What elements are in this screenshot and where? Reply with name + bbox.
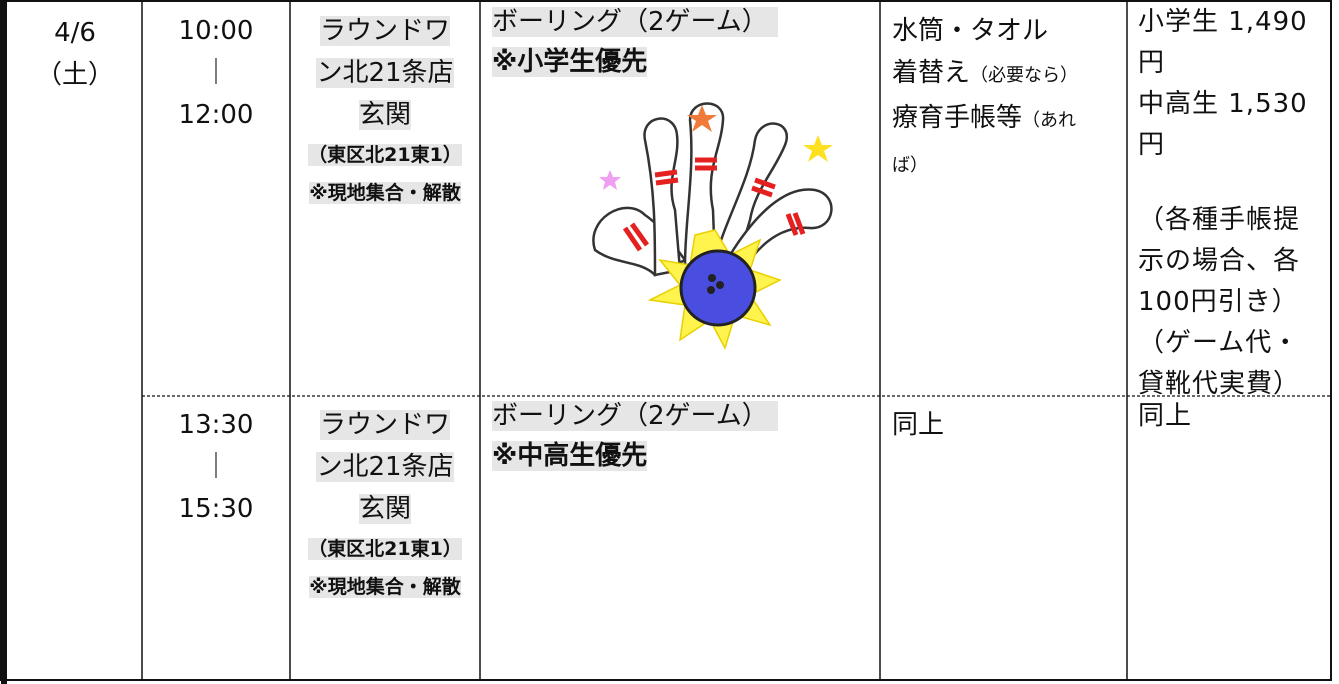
place-name-wrap: ラウンドワン北21条店 xyxy=(309,404,461,488)
belonging-note: （あれば） xyxy=(892,110,1077,176)
place-spot-wrap: 玄関 xyxy=(290,94,480,136)
activity-cell: ボーリング（2ゲーム） ※小学生優先 xyxy=(492,2,872,82)
activity-priority-wrap: ※小学生優先 xyxy=(492,42,872,82)
time-start: 10:00 xyxy=(178,16,254,46)
fee-cell: 同上 xyxy=(1138,396,1324,437)
fee-line: （ゲーム代・貸靴代実費） xyxy=(1138,328,1301,399)
place-address-wrap: （東区北21東1） xyxy=(290,530,480,568)
activity-name-wrap: ボーリング（2ゲーム） xyxy=(492,396,872,436)
activity-priority-wrap: ※中高生優先 xyxy=(492,436,872,476)
time-cell: 13:30 ｜ 15:30 xyxy=(142,404,290,530)
place-cell: ラウンドワン北21条店玄関 （東区北21東1） ※現地集合・解散 xyxy=(290,10,480,212)
place-name-wrap: ラウンドワン北21条店 xyxy=(309,10,461,94)
fee-cell: 小学生 1,490円 中高生 1,530円 （各種手帳提示の場合、各100円引き） （… xyxy=(1138,2,1324,405)
belonging-item: 水筒・タオル xyxy=(892,10,1102,52)
place-name: ラウンドワン北21条店 xyxy=(316,410,454,482)
activity-name: ボーリング（2ゲーム） xyxy=(492,7,778,37)
belonging-text: 水筒・タオル xyxy=(892,16,1049,46)
belonging-item: 療育手帳等（あれば） xyxy=(892,97,1102,187)
time-sep: ｜ xyxy=(202,58,229,88)
place-address-wrap: （東区北21東1） xyxy=(290,136,480,174)
belonging-item: 着替え（必要なら） xyxy=(892,52,1102,97)
place-spot: 玄関 xyxy=(358,100,411,130)
place-note: ※現地集合・解散 xyxy=(309,576,461,598)
place-note-wrap: ※現地集合・解散 xyxy=(290,174,480,212)
fee-line: 中高生 1,530円 xyxy=(1138,89,1308,160)
place-spot: 玄関 xyxy=(358,494,411,524)
activity-priority: ※小学生優先 xyxy=(492,47,648,77)
activity-name-wrap: ボーリング（2ゲーム） xyxy=(492,2,872,42)
fee-line: 小学生 1,490円 xyxy=(1138,7,1308,78)
activity-cell: ボーリング（2ゲーム） ※中高生優先 xyxy=(492,396,872,476)
time-cell: 10:00 ｜ 12:00 xyxy=(142,10,290,136)
place-spot-wrap: 玄関 xyxy=(290,488,480,530)
place-name: ラウンドワン北21条店 xyxy=(316,16,454,88)
activity-name: ボーリング（2ゲーム） xyxy=(492,401,778,431)
place-note-wrap: ※現地集合・解散 xyxy=(290,568,480,606)
place-note: ※現地集合・解散 xyxy=(309,182,461,204)
place-cell: ラウンドワン北21条店玄関 （東区北21東1） ※現地集合・解散 xyxy=(290,404,480,606)
time-end: 15:30 xyxy=(178,494,254,524)
place-address: （東区北21東1） xyxy=(308,144,462,166)
belonging-text: 同上 xyxy=(892,410,945,440)
belongings-cell: 水筒・タオル 着替え（必要なら） 療育手帳等（あれば） xyxy=(892,10,1102,187)
bowling-illustration xyxy=(592,102,833,350)
fee-line: 同上 xyxy=(1138,401,1193,431)
time-end: 12:00 xyxy=(178,100,254,130)
place-address: （東区北21東1） xyxy=(308,538,462,560)
belonging-note: （必要なら） xyxy=(970,65,1079,86)
belongings-cell: 同上 xyxy=(892,404,1102,446)
activity-priority: ※中高生優先 xyxy=(492,441,648,471)
date-weekday: （土） xyxy=(35,60,114,90)
belonging-item: 同上 xyxy=(892,404,1102,446)
fee-line: （各種手帳提示の場合、各100円引き） xyxy=(1138,205,1301,317)
time-sep: ｜ xyxy=(202,452,229,482)
time-start: 13:30 xyxy=(178,410,254,440)
belonging-text: 療育手帳等 xyxy=(892,103,1023,133)
date-cell: 4/6 （土） xyxy=(8,12,142,96)
date-day: 4/6 xyxy=(54,18,96,48)
belonging-text: 着替え xyxy=(892,58,971,88)
